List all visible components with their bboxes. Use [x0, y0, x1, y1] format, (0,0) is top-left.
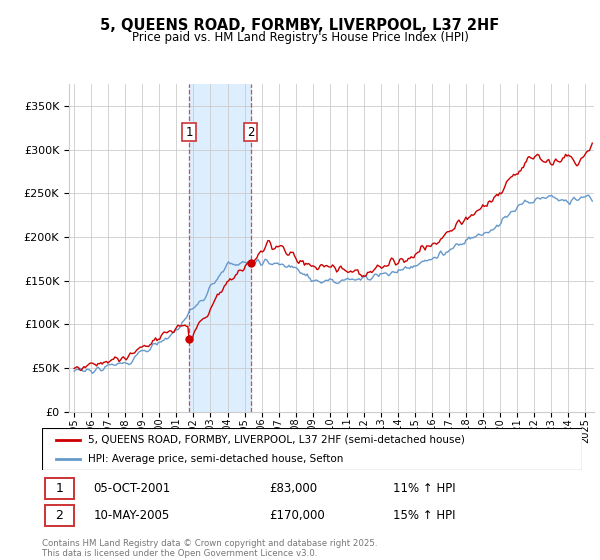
Text: 5, QUEENS ROAD, FORMBY, LIVERPOOL, L37 2HF: 5, QUEENS ROAD, FORMBY, LIVERPOOL, L37 2…: [100, 18, 500, 33]
Bar: [45, 478, 74, 500]
Text: HPI: Average price, semi-detached house, Sefton: HPI: Average price, semi-detached house,…: [88, 454, 343, 464]
Text: Contains HM Land Registry data © Crown copyright and database right 2025.
This d: Contains HM Land Registry data © Crown c…: [42, 539, 377, 558]
Text: £170,000: £170,000: [269, 509, 325, 522]
Text: Price paid vs. HM Land Registry's House Price Index (HPI): Price paid vs. HM Land Registry's House …: [131, 31, 469, 44]
Text: 5, QUEENS ROAD, FORMBY, LIVERPOOL, L37 2HF (semi-detached house): 5, QUEENS ROAD, FORMBY, LIVERPOOL, L37 2…: [88, 435, 465, 445]
Bar: [45, 505, 74, 526]
Text: £83,000: £83,000: [269, 482, 317, 495]
Text: 10-MAY-2005: 10-MAY-2005: [94, 509, 170, 522]
Text: 1: 1: [55, 482, 63, 495]
Text: 2: 2: [247, 125, 254, 138]
Text: 05-OCT-2001: 05-OCT-2001: [94, 482, 170, 495]
Bar: [189, 84, 251, 412]
Text: 15% ↑ HPI: 15% ↑ HPI: [393, 509, 455, 522]
Text: 2: 2: [55, 509, 63, 522]
Text: 11% ↑ HPI: 11% ↑ HPI: [393, 482, 455, 495]
Text: 1: 1: [185, 125, 193, 138]
